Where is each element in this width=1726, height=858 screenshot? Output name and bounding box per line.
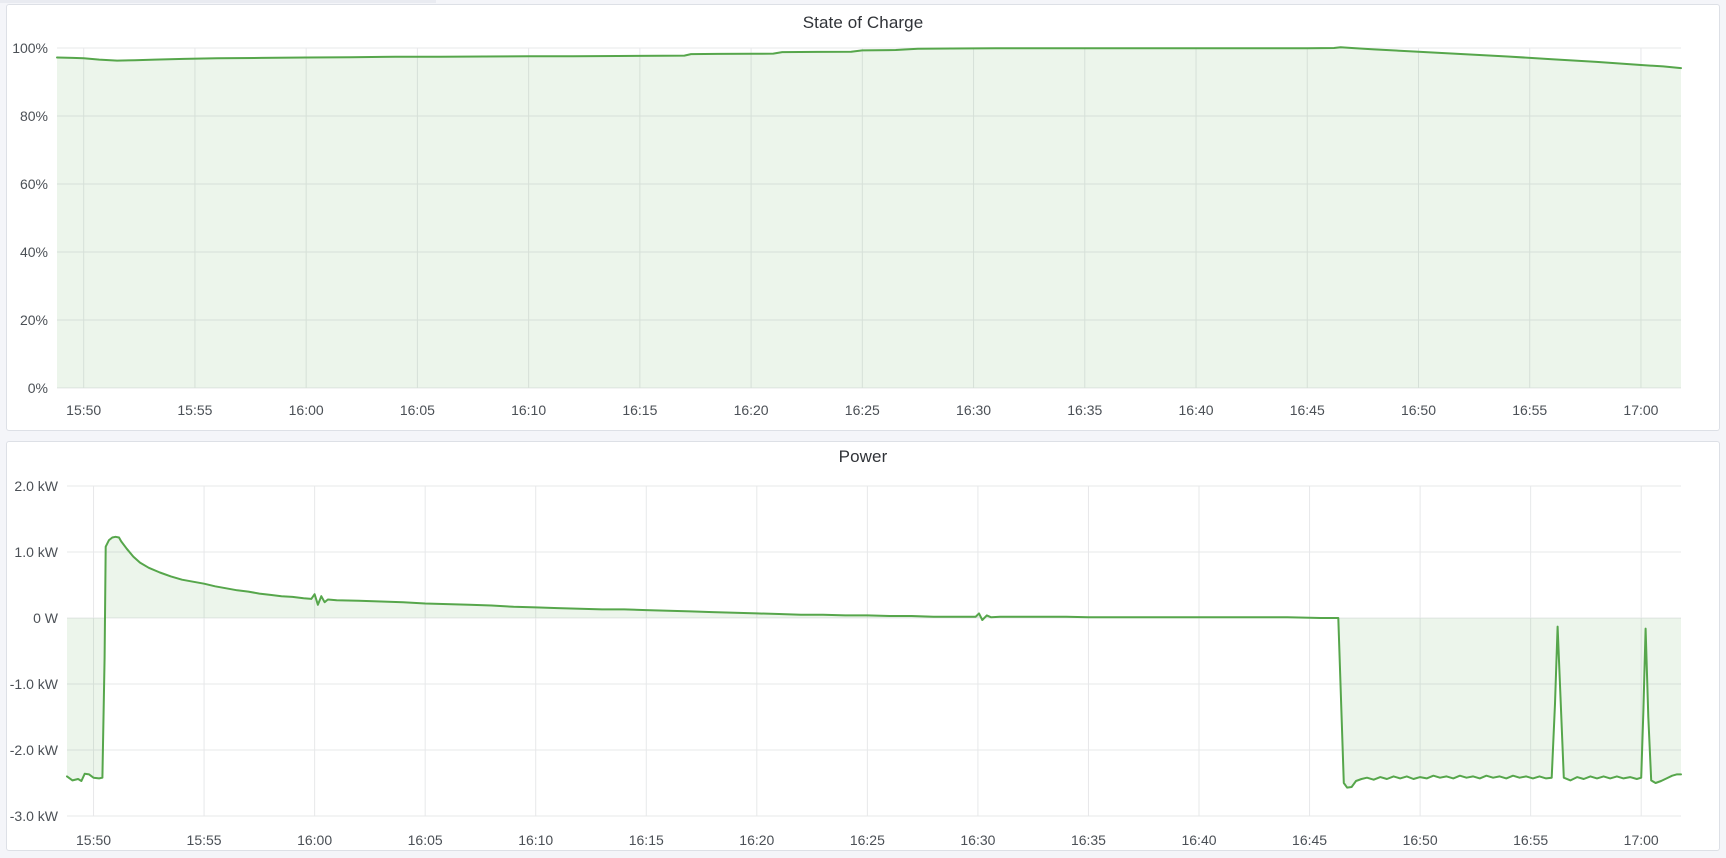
y-axis-tick-label: -3.0 kW [10,808,59,824]
x-axis-tick-label: 16:05 [400,402,435,418]
series-line [56,46,1682,70]
panel-state-of-charge: State of Charge 100% 80% 60% 40% 20% 0% 15:50 1… [6,4,1720,431]
x-axis-tick-label: 16:25 [845,402,880,418]
series-line [66,535,1682,789]
x-axis-tick-label: 16:00 [289,402,324,418]
series-area-fill [57,47,1681,389]
x-axis-tick-label: 16:10 [518,832,553,848]
x-axis-tick-label: 16:45 [1292,832,1327,848]
y-axis-tick-label: 1.0 kW [14,544,58,560]
x-axis-tick-label: 16:20 [739,832,774,848]
panel-power: Power 2.0 kW 1.0 kW 0 W -1.0 kW -2.0 kW -3.0 … [6,441,1720,851]
x-axis-tick-label: 15:50 [76,832,111,848]
power-chart-plot[interactable]: 2.0 kW 1.0 kW 0 W -1.0 kW -2.0 kW -3.0 kW 15:5… [7,442,1719,850]
cutoff-panel-above-edge [0,0,436,3]
x-axis-tick-label: 15:55 [177,402,212,418]
x-axis-tick-label: 16:30 [960,832,995,848]
x-axis-tick-label: 16:20 [734,402,769,418]
x-axis-tick-label: 16:10 [511,402,546,418]
y-axis-tick-label: 0 W [33,610,59,626]
y-axis-tick-label: -2.0 kW [10,742,59,758]
x-axis-tick-label: 16:50 [1403,832,1438,848]
x-axis-tick-label: 16:55 [1513,832,1548,848]
x-axis-tick-label: 15:50 [66,402,101,418]
panel-title-state-of-charge[interactable]: State of Charge [802,13,924,32]
y-axis-tick-label: 100% [12,40,48,56]
x-axis-tick-label: 16:30 [956,402,991,418]
x-axis-tick-label: 15:55 [187,832,222,848]
x-axis-tick-label: 16:35 [1071,832,1106,848]
x-axis-tick-label: 17:00 [1623,402,1658,418]
x-axis-tick-label: 16:50 [1401,402,1436,418]
state-of-charge-chart-plot[interactable]: 100% 80% 60% 40% 20% 0% 15:50 15:55 16:00 16:05 16… [7,5,1719,430]
y-axis-tick-label: 20% [20,312,48,328]
x-axis-tick-label: 16:40 [1181,832,1216,848]
x-axis-tick-label: 16:15 [622,402,657,418]
y-axis-tick-label: 0% [28,380,48,396]
series-area-fill [67,536,1681,788]
x-axis-tick-label: 17:00 [1624,832,1659,848]
x-axis-tick-label: 16:55 [1512,402,1547,418]
x-axis-tick-label: 16:45 [1290,402,1325,418]
panel-title-power[interactable]: Power [838,447,888,466]
x-axis-tick-label: 16:25 [850,832,885,848]
y-axis-tick-label: 2.0 kW [14,478,58,494]
x-axis-tick-label: 16:40 [1179,402,1214,418]
y-axis-tick-label: 80% [20,108,48,124]
x-axis-tick-label: 16:35 [1067,402,1102,418]
x-axis-tick-label: 16:00 [297,832,332,848]
x-axis-tick-label: 16:15 [629,832,664,848]
y-axis-tick-label: 60% [20,176,48,192]
y-axis-tick-label: -1.0 kW [10,676,59,692]
y-axis-tick-label: 40% [20,244,48,260]
x-axis-tick-label: 16:05 [408,832,443,848]
